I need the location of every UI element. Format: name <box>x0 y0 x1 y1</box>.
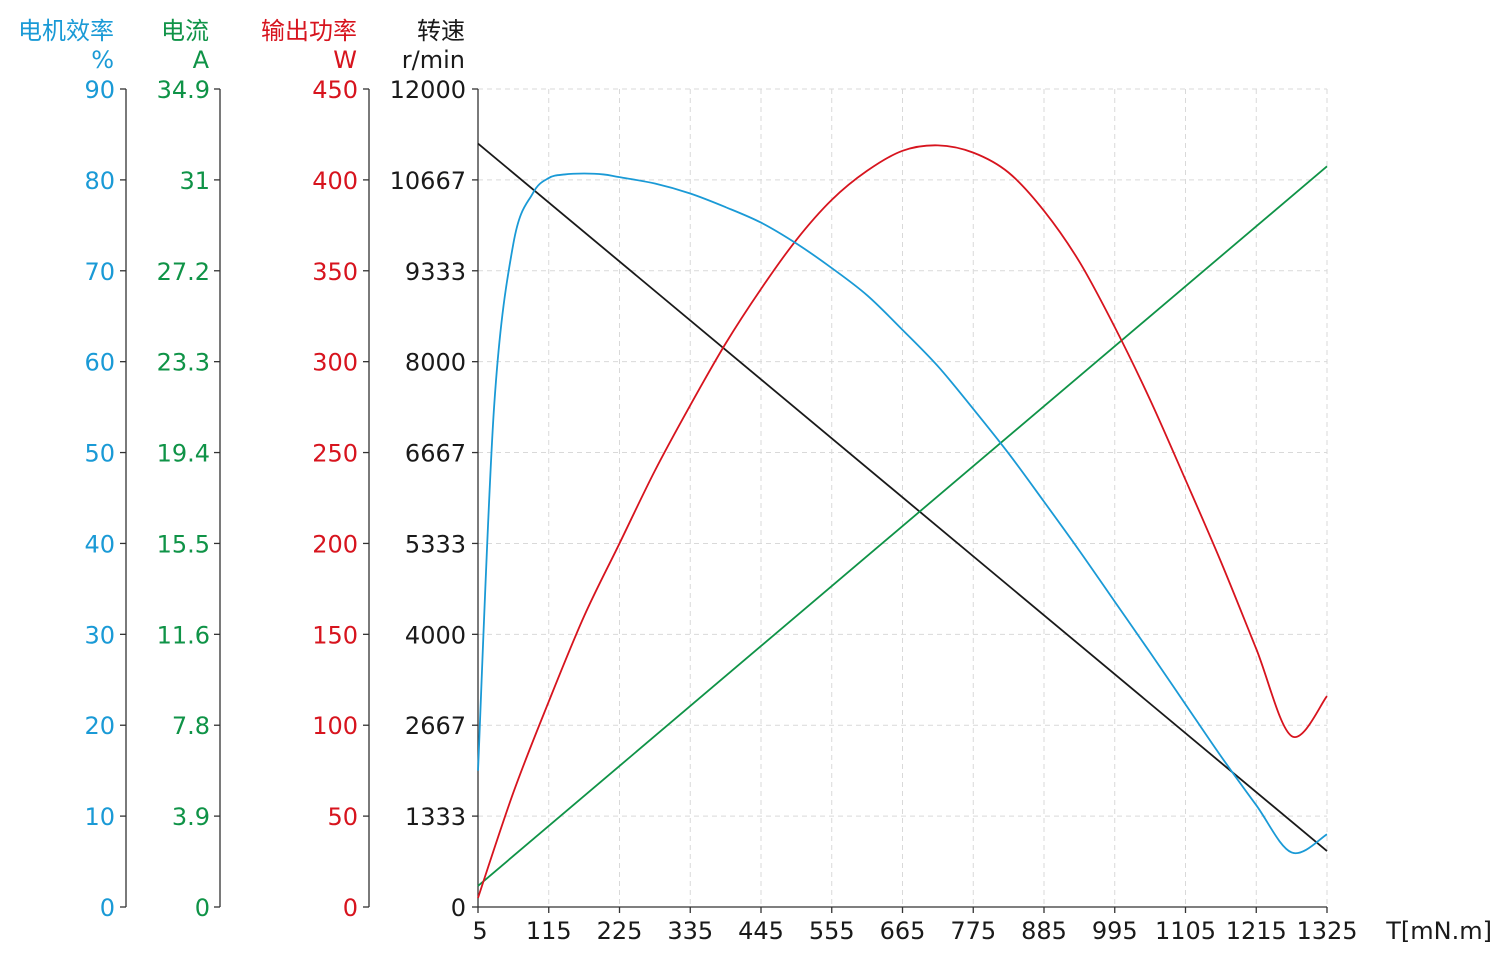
x-tick-label: 115 <box>526 917 572 945</box>
speed-axis-unit: r/min <box>402 46 465 74</box>
x-tick-label: 885 <box>1021 917 1067 945</box>
current-tick-label: 19.4 <box>157 440 210 468</box>
x-tick-label: 995 <box>1092 917 1138 945</box>
x-axis-label: T[mN.m] <box>1385 917 1492 945</box>
efficiency-tick-label: 20 <box>84 712 115 740</box>
power-tick-label: 0 <box>343 894 358 922</box>
efficiency-tick-label: 10 <box>84 803 115 831</box>
efficiency-tick-label: 0 <box>100 894 115 922</box>
power-tick-label: 100 <box>312 712 358 740</box>
power-tick-label: 200 <box>312 530 358 558</box>
speed-tick-label: 9333 <box>405 258 466 286</box>
efficiency-tick-label: 60 <box>84 349 115 377</box>
efficiency-axis-unit: % <box>91 46 114 74</box>
x-tick-label: 665 <box>880 917 926 945</box>
efficiency-tick-label: 50 <box>84 440 115 468</box>
current-tick-label: 3.9 <box>172 803 210 831</box>
speed-axis-title: 转速 <box>417 17 465 45</box>
power-tick-label: 50 <box>327 803 358 831</box>
efficiency-tick-label: 90 <box>84 76 115 104</box>
power-axis-title: 输出功率 <box>261 17 357 45</box>
current-tick-label: 31 <box>179 167 210 195</box>
x-tick-label: 1105 <box>1155 917 1216 945</box>
x-tick-label: 1325 <box>1296 917 1357 945</box>
efficiency-curve <box>477 172 1328 855</box>
power-tick-label: 350 <box>312 258 358 286</box>
current-tick-label: 34.9 <box>157 76 210 104</box>
efficiency-axis-title: 电机效率 <box>18 17 114 45</box>
speed-axis: 0 1333 2667 4000 5333 6667 8000 9333 10667 12000 转… <box>390 17 479 922</box>
efficiency-tick-label: 40 <box>84 530 115 558</box>
speed-tick-label: 1333 <box>405 803 466 831</box>
x-tick-label: 335 <box>667 917 713 945</box>
current-axis-unit: A <box>193 46 210 74</box>
current-tick-label: 0 <box>195 894 210 922</box>
series-group <box>477 142 1328 899</box>
x-tick-label: 555 <box>809 917 855 945</box>
x-tick-label: 5 <box>472 917 487 945</box>
speed-tick-label: 2667 <box>405 712 466 740</box>
power-tick-label: 450 <box>312 76 358 104</box>
current-tick-label: 7.8 <box>172 712 210 740</box>
speed-tick-label: 4000 <box>405 621 466 649</box>
power-axis-unit: W <box>333 46 357 74</box>
speed-tick-label: 6667 <box>405 440 466 468</box>
current-tick-label: 15.5 <box>157 530 210 558</box>
x-tick-label: 1215 <box>1226 917 1287 945</box>
current-curve <box>477 165 1328 887</box>
speed-tick-label: 8000 <box>405 349 466 377</box>
current-axis: 0 3.9 7.8 11.6 15.5 19.4 23.3 27.2 31 34.9 电流A <box>157 17 221 922</box>
x-tick-label: 775 <box>950 917 996 945</box>
speed-tick-label: 5333 <box>405 530 466 558</box>
current-tick-label: 23.3 <box>157 349 210 377</box>
current-axis-title: 电流 <box>161 17 209 45</box>
efficiency-tick-label: 70 <box>84 258 115 286</box>
power-tick-label: 300 <box>312 349 358 377</box>
power-tick-label: 400 <box>312 167 358 195</box>
speed-tick-label: 10667 <box>390 167 466 195</box>
power-curve <box>477 144 1328 899</box>
x-tick-label: 225 <box>597 917 643 945</box>
efficiency-tick-label: 30 <box>84 621 115 649</box>
efficiency-axis: 0 10 20 30 40 50 60 70 80 90 电机效率% <box>18 17 127 922</box>
x-axis: 5 115 225 335 445 555 665 775 885 995 1105 1215 1325… <box>472 906 1492 945</box>
power-tick-label: 150 <box>312 621 358 649</box>
power-tick-label: 250 <box>312 440 358 468</box>
speed-tick-label: 0 <box>451 894 466 922</box>
x-tick-label: 445 <box>738 917 784 945</box>
efficiency-tick-label: 80 <box>84 167 115 195</box>
speed-tick-label: 12000 <box>390 76 466 104</box>
grid <box>478 88 1328 907</box>
speed-curve <box>477 142 1328 852</box>
current-tick-label: 27.2 <box>157 258 210 286</box>
current-tick-label: 11.6 <box>157 621 210 649</box>
